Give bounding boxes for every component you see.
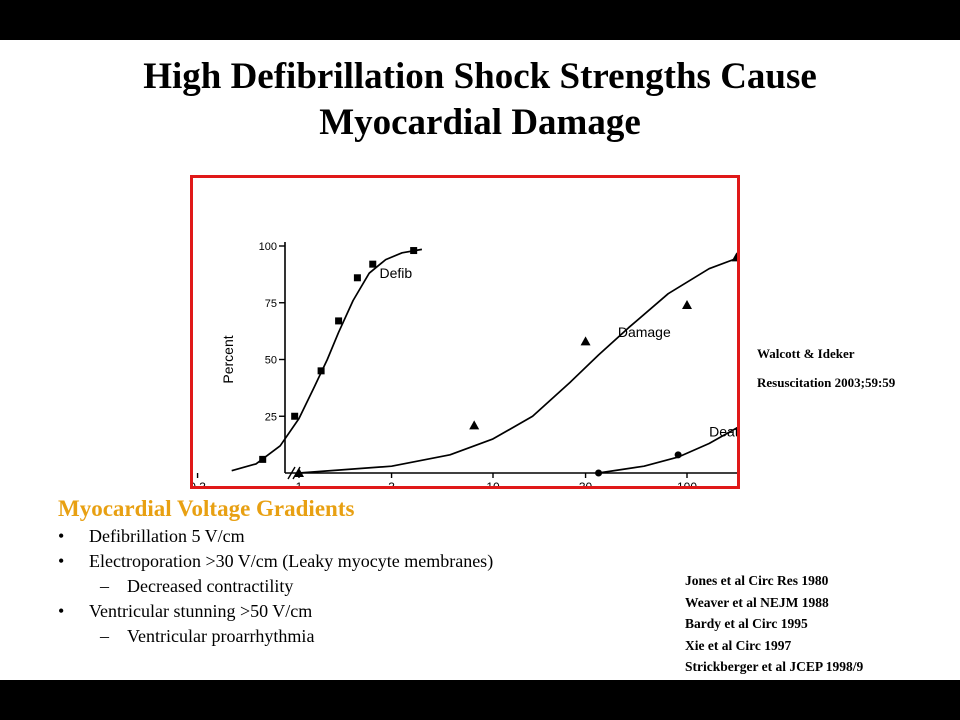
defib-series-label: Defib: [380, 265, 413, 281]
sub-bullet-marker: –: [100, 626, 109, 646]
defib-point: [335, 317, 343, 325]
x-tick-label: 10: [486, 480, 500, 486]
sub-bullet-marker: –: [100, 576, 109, 596]
bullet-marker: •: [58, 526, 65, 546]
damage-point: [469, 420, 480, 430]
defib-point: [410, 247, 418, 255]
damage-point: [682, 300, 692, 310]
bullet-text: Electroporation >30 V/cm (Leaky myocyte …: [89, 551, 494, 571]
damage-point: [731, 252, 737, 262]
slide-title: High Defibrillation Shock Strengths Caus…: [0, 54, 960, 146]
bullet-text: Defibrillation 5 V/cm: [89, 526, 245, 546]
defib-point: [259, 455, 267, 463]
title-line-2: Myocardial Damage: [319, 102, 641, 143]
defib-curve: [231, 248, 423, 472]
axis-break-mark: [287, 466, 296, 480]
reference-item: Bardy et al Circ 1995: [685, 616, 808, 631]
title-line-1: High Defibrillation Shock Strengths Caus…: [143, 56, 817, 97]
section-heading: Myocardial Voltage Gradients: [58, 496, 355, 521]
y-tick-label: 75: [265, 298, 277, 310]
slide: High Defibrillation Shock Strengths Caus…: [0, 40, 960, 680]
reference-item: Strickberger et al JCEP 1998/9: [685, 659, 864, 674]
reference-item: Jones et al Circ Res 1980: [685, 573, 829, 588]
death-point: [674, 451, 682, 459]
y-axis-title: Percent: [220, 335, 236, 383]
defib-point: [317, 367, 325, 375]
death-point: [595, 469, 603, 477]
chart-frame: 2550751000.3131030100300500Delivered Ene…: [190, 175, 740, 489]
sub-bullet-text: Decreased contractility: [127, 576, 294, 596]
y-tick-label: 50: [265, 355, 277, 367]
reference-list: Jones et al Circ Res 1980 Weaver et al N…: [685, 570, 863, 678]
defib-point: [369, 260, 377, 268]
bullet-text: Ventricular stunning >50 V/cm: [89, 601, 313, 621]
sub-bullet-text: Ventricular proarrhythmia: [127, 626, 315, 646]
x-tick-label: 30: [579, 480, 593, 486]
reference-item: Weaver et al NEJM 1988: [685, 594, 829, 610]
death-curve: [598, 426, 737, 474]
defib-point: [291, 412, 299, 420]
y-tick-label: 100: [259, 241, 277, 253]
x-tick-label: 100: [677, 480, 697, 486]
bullet-marker: •: [58, 601, 65, 621]
reference-item: Xie et al Circ 1997: [685, 637, 792, 653]
x-tick-label: 0.3: [193, 480, 206, 486]
defib-point: [353, 274, 361, 282]
death-series-label: Death: [709, 424, 737, 440]
dose-response-chart: 2550751000.3131030100300500Delivered Ene…: [193, 241, 737, 486]
x-tick-label: 1: [296, 480, 303, 486]
citation-journal: Resuscitation 2003;59:59: [757, 375, 896, 390]
citation-authors: Walcott & Ideker: [757, 346, 855, 361]
y-tick-label: 25: [265, 411, 277, 423]
x-tick-label: 3: [388, 480, 395, 486]
damage-point: [294, 468, 304, 477]
damage-series-label: Damage: [618, 324, 671, 340]
bullet-marker: •: [58, 551, 65, 571]
damage-curve: [298, 257, 737, 474]
damage-point: [580, 336, 591, 346]
